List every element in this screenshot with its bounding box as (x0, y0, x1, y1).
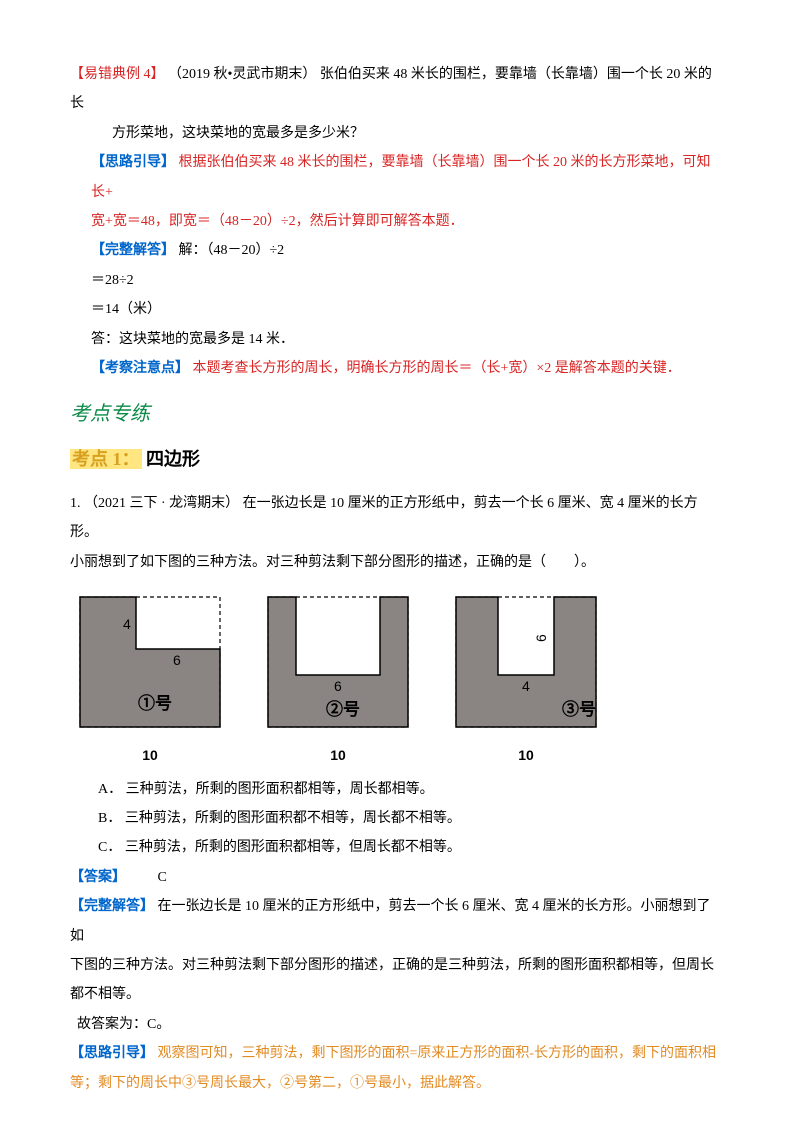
q1-text2: 小丽想到了如下图的三种方法。对三种剪法剩下部分图形的描述，正确的是（ ）。 (70, 548, 724, 577)
option-a: A． 三种剪法，所剩的图形面积都相等，周长都相等。 (70, 775, 724, 804)
figure-2-svg: 6 ②号 (258, 587, 418, 737)
guide-text2: 宽+宽＝48，即宽＝（48－20）÷2，然后计算即可解答本题． (70, 207, 724, 236)
fig1-dim4: 4 (123, 616, 131, 632)
step1: ＝28÷2 (70, 266, 724, 295)
opt-b-label: B． (98, 811, 121, 826)
full-label: 【完整解答】 (70, 899, 154, 914)
conclusion: 答：这块菜地的宽最多是 14 米． (70, 325, 724, 354)
full-text4: 故答案为：C。 (70, 1010, 724, 1039)
q1-number: 1. (70, 496, 81, 511)
option-c: C． 三种剪法，所剩的图形面积都相等，但周长都不相等。 (70, 833, 724, 862)
figure-3-svg: 6 4 ③号 (446, 587, 606, 737)
q1-source: （2021 三下 · 龙湾期末） (84, 496, 239, 511)
note-label: 【考察注意点】 (91, 361, 189, 376)
full-text2: 下图的三种方法。对三种剪法剩下部分图形的描述，正确的是三种剪法，所剩的图形面积都… (70, 951, 724, 980)
q1-guide-text2: 等；剩下的周长中③号周长最大，②号第二，①号最小，据此解答。 (70, 1069, 724, 1098)
fig1-label: ①号 (138, 693, 172, 713)
q1-line1: 1. （2021 三下 · 龙湾期末） 在一张边长是 10 厘米的正方形纸中，剪… (70, 489, 724, 548)
q1-guide-label: 【思路引导】 (70, 1046, 154, 1061)
full-text3: 都不相等。 (70, 980, 724, 1009)
example-4-question-line1: 【易错典例 4】 （2019 秋•灵武市期末） 张伯伯买来 48 米长的围栏，要… (70, 60, 724, 119)
section-header: 考点专练 (70, 393, 724, 435)
document-body: 【易错典例 4】 （2019 秋•灵武市期末） 张伯伯买来 48 米长的围栏，要… (70, 60, 724, 1098)
option-b: B． 三种剪法，所剩的图形面积都不相等，周长都不相等。 (70, 804, 724, 833)
note-text: 本题考查长方形的周长，明确长方形的周长＝（长+宽）×2 是解答本题的关键． (193, 361, 681, 376)
opt-c-text: 三种剪法，所剩的图形面积都相等，但周长都不相等。 (125, 840, 461, 855)
figure-1: 4 6 ①号 10 (70, 587, 230, 770)
ans-text: C (130, 870, 167, 885)
fig2-base: 10 (258, 741, 418, 770)
answer-line: 【完整解答】 解：（48－20）÷2 (70, 236, 724, 265)
opt-c-label: C． (98, 840, 121, 855)
fig2-dim6: 6 (334, 678, 342, 694)
guide-line1: 【思路引导】 根据张伯伯买来 48 米长的围栏，要靠墙（长靠墙）围一个长 20 … (70, 148, 724, 207)
fig3-base: 10 (446, 741, 606, 770)
full-row1: 【完整解答】 在一张边长是 10 厘米的正方形纸中，剪去一个长 6 厘米、宽 4… (70, 892, 724, 951)
kaodian-title: 考点 1： 四边形 (70, 441, 724, 479)
answer-row: 【答案】 C (70, 863, 724, 892)
example-4-q2: 方形菜地，这块菜地的宽最多是多少米？ (70, 119, 724, 148)
example-4-label: 【易错典例 4】 (70, 67, 165, 82)
guide-text1: 根据张伯伯买来 48 米长的围栏，要靠墙（长靠墙）围一个长 20 米的长方形菜地… (91, 155, 711, 199)
fig1-dim6: 6 (173, 652, 181, 668)
figure-3: 6 4 ③号 10 (446, 587, 606, 770)
fig2-label: ②号 (326, 699, 360, 719)
q1-guide-text1: 观察图可知，三种剪法，剩下图形的面积=原来正方形的面积-长方形的面积，剩下的面积… (158, 1046, 717, 1061)
fig3-dim6: 6 (533, 634, 549, 642)
kaodian-prefix: 考点 1： (70, 449, 142, 469)
example-4-q1: 张伯伯买来 48 米长的围栏，要靠墙（长靠墙）围一个长 20 米的长 (70, 67, 712, 111)
figure-2: 6 ②号 10 (258, 587, 418, 770)
kaodian-name: 四边形 (146, 449, 200, 469)
answer-label: 【完整解答】 (91, 243, 175, 258)
opt-b-text: 三种剪法，所剩的图形面积都不相等，周长都不相等。 (125, 811, 461, 826)
ans-label: 【答案】 (70, 870, 126, 885)
opt-a-text: 三种剪法，所剩的图形面积都相等，周长都相等。 (126, 782, 434, 797)
example-4-source: （2019 秋•灵武市期末） (168, 67, 316, 82)
note-line: 【考察注意点】 本题考查长方形的周长，明确长方形的周长＝（长+宽）×2 是解答本… (70, 354, 724, 383)
guide-label: 【思路引导】 (91, 155, 175, 170)
fig1-base: 10 (70, 741, 230, 770)
figure-1-svg: 4 6 ①号 (70, 587, 230, 737)
example-4-block: 【易错典例 4】 （2019 秋•灵武市期末） 张伯伯买来 48 米长的围栏，要… (70, 60, 724, 383)
figures-row: 4 6 ①号 10 6 ②号 10 (70, 587, 724, 770)
q1-block: 1. （2021 三下 · 龙湾期末） 在一张边长是 10 厘米的正方形纸中，剪… (70, 489, 724, 1098)
fig3-label: ③号 (562, 699, 596, 719)
full-text1: 在一张边长是 10 厘米的正方形纸中，剪去一个长 6 厘米、宽 4 厘米的长方形… (70, 899, 711, 943)
answer-text: 解：（48－20）÷2 (179, 243, 285, 258)
step2: ＝14（米） (70, 295, 724, 324)
opt-a-label: A． (98, 782, 122, 797)
fig3-dim4: 4 (522, 678, 530, 694)
q1-guide-row1: 【思路引导】 观察图可知，三种剪法，剩下图形的面积=原来正方形的面积-长方形的面… (70, 1039, 724, 1068)
